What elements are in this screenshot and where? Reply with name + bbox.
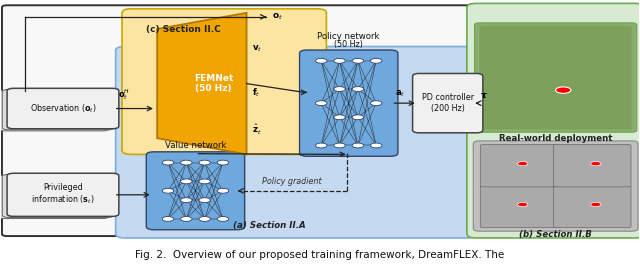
Text: $\mathbf{v}_t$: $\mathbf{v}_t$ [252,44,262,54]
FancyBboxPatch shape [122,9,326,154]
Circle shape [217,188,228,193]
FancyBboxPatch shape [479,26,632,129]
FancyBboxPatch shape [480,185,558,228]
Text: (c) Section II.C: (c) Section II.C [147,25,221,34]
Circle shape [352,58,364,63]
Circle shape [334,58,346,63]
Circle shape [217,160,228,165]
Text: Privileged
information ($\mathbf{s}_t$): Privileged information ($\mathbf{s}_t$) [31,183,95,207]
Text: Fig. 2.  Overview of our proposed training framework, DreamFLEX. The: Fig. 2. Overview of our proposed trainin… [136,250,504,260]
Text: $\mathbf{o}_t^H$: $\mathbf{o}_t^H$ [118,87,130,102]
Text: Real-world deployment: Real-world deployment [499,134,612,143]
Circle shape [180,198,192,203]
Text: Policy gradient: Policy gradient [262,177,322,186]
FancyBboxPatch shape [474,23,637,132]
Text: (b) Section II.B: (b) Section II.B [519,230,592,239]
Text: $\hat{\mathbf{z}}_t$: $\hat{\mathbf{z}}_t$ [252,123,261,137]
Circle shape [163,217,173,221]
Circle shape [217,217,228,221]
FancyBboxPatch shape [473,141,638,231]
Circle shape [334,115,346,120]
Circle shape [518,202,528,207]
Circle shape [180,160,192,165]
Circle shape [371,143,382,148]
FancyBboxPatch shape [467,4,640,238]
FancyBboxPatch shape [413,73,483,133]
FancyBboxPatch shape [3,174,114,217]
Text: Policy network: Policy network [317,32,380,41]
FancyBboxPatch shape [7,173,119,216]
Text: Value network: Value network [164,141,226,150]
Circle shape [371,58,382,63]
Text: (a) Section II.A: (a) Section II.A [232,221,305,230]
Text: FEMNet
(50 Hz): FEMNet (50 Hz) [194,74,233,93]
Circle shape [163,188,173,193]
Circle shape [371,101,382,106]
Circle shape [163,160,173,165]
FancyBboxPatch shape [300,50,398,156]
Text: $\mathbf{o}_t$: $\mathbf{o}_t$ [272,12,283,22]
Circle shape [352,87,364,92]
Circle shape [316,101,327,106]
Text: 🤖: 🤖 [552,73,564,92]
FancyBboxPatch shape [0,91,109,131]
Circle shape [199,198,211,203]
Text: $\mathbf{f}_t$: $\mathbf{f}_t$ [252,86,260,99]
Text: (50 Hz): (50 Hz) [334,40,363,49]
Circle shape [316,143,327,148]
Circle shape [334,143,346,148]
FancyBboxPatch shape [7,88,119,129]
Circle shape [180,217,192,221]
Circle shape [591,202,601,207]
Circle shape [334,87,346,92]
FancyBboxPatch shape [116,47,476,238]
FancyBboxPatch shape [0,175,109,218]
Text: PD controller
(200 Hz): PD controller (200 Hz) [422,93,474,113]
FancyBboxPatch shape [554,144,631,187]
Circle shape [199,160,211,165]
Circle shape [352,143,364,148]
FancyBboxPatch shape [554,185,631,228]
Circle shape [352,115,364,120]
Circle shape [199,179,211,184]
Circle shape [199,217,211,221]
FancyBboxPatch shape [480,144,558,187]
FancyBboxPatch shape [2,5,472,236]
Text: $\mathbf{a}_t$: $\mathbf{a}_t$ [396,89,406,99]
Polygon shape [157,13,246,154]
FancyBboxPatch shape [147,152,244,230]
Circle shape [180,179,192,184]
Circle shape [518,162,528,166]
FancyBboxPatch shape [3,89,114,130]
Circle shape [316,58,327,63]
Circle shape [556,87,571,93]
Text: $\mathbf{\tau}$: $\mathbf{\tau}$ [480,91,488,100]
Circle shape [591,162,601,166]
Text: Observation ($\mathbf{o}_t$): Observation ($\mathbf{o}_t$) [29,102,97,115]
